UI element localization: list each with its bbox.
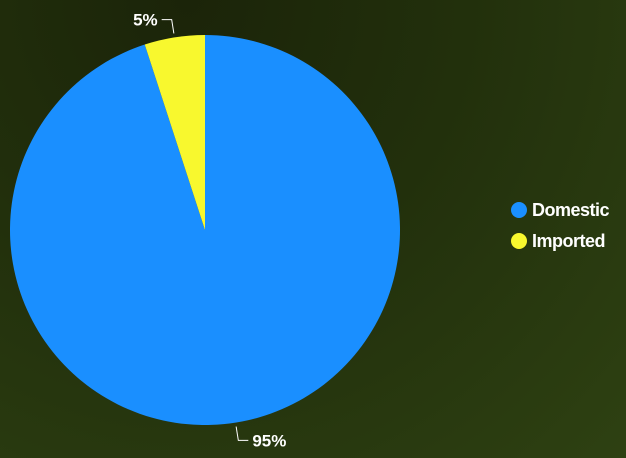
legend-swatch-imported — [511, 233, 527, 249]
data-label-imported: 5% — [133, 11, 158, 30]
legend-item-imported[interactable]: Imported — [511, 228, 609, 254]
data-label-connector-domestic — [235, 426, 249, 441]
legend-swatch-domestic — [511, 202, 527, 218]
legend: Domestic Imported — [511, 197, 610, 259]
legend-label-domestic: Domestic — [532, 199, 610, 220]
data-label-domestic: 95% — [252, 431, 286, 450]
legend-item-domestic[interactable]: Domestic — [511, 197, 610, 223]
pie-slice-imported[interactable] — [144, 35, 205, 230]
data-label-connector-imported — [161, 19, 175, 34]
pie-slice-domestic[interactable] — [9, 35, 400, 425]
legend-label-imported: Imported — [532, 230, 606, 251]
